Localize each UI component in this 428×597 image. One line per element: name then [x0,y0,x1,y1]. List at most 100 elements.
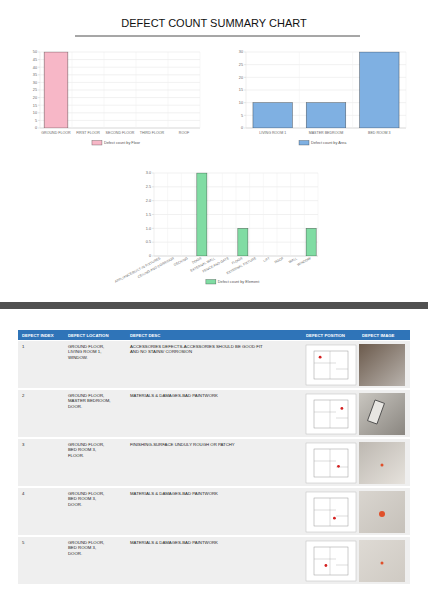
position-pin [319,356,322,359]
tick-mark [152,242,154,243]
floor-plan-wall [314,510,336,511]
text-line: DOOR. [68,404,82,409]
photo-spot [379,511,385,517]
defect-desc: MATERIALS & DAMAGES-BAD PAINTWORK [130,540,218,545]
text-line: MATERIALS & DAMAGES-BAD PAINTWORK [130,540,218,545]
category-divider [168,52,169,128]
defect-index: 5 [22,540,25,545]
y-tick-label: 10 [239,101,243,105]
bar [172,128,196,129]
category-divider [263,173,264,256]
y-tick-label: 50 [33,50,37,54]
tick-mark [38,105,40,106]
tick-mark [152,186,154,187]
text-line: MATERIALS & DAMAGES-BAD PAINTWORK [130,393,218,398]
bar [197,173,207,256]
defect-desc: MATERIALS & DAMAGES-BAD PAINTWORK [130,491,218,496]
position-pin [333,517,336,520]
y-tick-label: 0 [35,126,37,130]
tick-mark [38,112,40,113]
bar [253,103,292,128]
x-tick-label: LIFT [263,256,271,263]
bar [183,256,193,257]
floor-plan [306,345,356,385]
category-divider [406,52,407,128]
y-tick-label: 45 [33,58,37,62]
defect-location: GROUND FLOOR,MASTER BEDROOM,DOOR. [68,393,111,409]
bar [76,128,100,129]
category-divider [249,173,250,256]
text-line: FLOOR. [68,453,84,458]
category-divider [167,173,168,256]
defect-photo [359,491,405,533]
floor-plan-wall [336,418,348,419]
column-header: DEFECT IMAGE [362,333,395,338]
bar [360,52,399,128]
y-tick-label: 0.5 [146,240,151,244]
x-tick-label: THIRD FLOOR [140,131,165,135]
text-line: DOOR. [68,502,82,507]
legend-label: Defect count by Element [218,280,260,284]
table-row: 4GROUND FLOOR,BED ROOM 3,DOOR.MATERIALS … [18,488,410,535]
floor-plan [306,541,356,581]
x-tick-label: GROUND FLOOR [41,131,71,135]
text-line: BED ROOM 3, [68,496,96,501]
tick-mark [38,82,40,83]
tick-mark [244,64,246,65]
text-line: MATERIALS & DAMAGES-BAD PAINTWORK [130,491,218,496]
x-tick-label: WINDOW [297,256,313,267]
floor-plan-wall [314,400,348,428]
legend-label: Defect count by Area [311,141,347,145]
tick-mark [38,90,40,91]
category-divider [136,52,137,128]
defect-index: 1 [22,344,25,349]
x-tick-label: CEILING AND CORRIDOR [137,256,175,279]
y-tick-label: 10 [33,111,37,115]
x-tick-label: MASTER BEDROOM [309,131,344,135]
floor-plan-wall [314,363,336,364]
floor-plan [306,394,356,434]
category-divider [72,52,73,128]
floor-plan-wall [336,516,348,517]
bar [210,256,220,257]
x-tick-label: FIRST FLOOR [76,131,100,135]
floor-plan-wall [336,369,348,370]
y-tick-label: 35 [33,73,37,77]
row-background [18,537,410,584]
position-pin [340,407,343,410]
x-tick-label: BED ROOM 3 [368,131,391,135]
table-header [18,330,410,340]
floor-plan-wall [330,400,331,428]
y-tick-label: 5 [241,114,243,118]
text-line: GROUND FLOOR, [68,491,104,496]
bar [251,256,261,257]
y-tick-label: 0 [149,254,151,258]
text-line: WINDOW. [68,355,88,360]
category-divider [181,173,182,256]
bar [44,52,68,128]
defect-table: DEFECT INDEXDEFECT LOCATIONDEFECT DESCDE… [18,330,410,584]
tick-mark [244,102,246,103]
bars [253,52,399,128]
table-row: 5GROUND FLOOR,BED ROOM 3,DOOR.MATERIALS … [18,537,410,584]
column-header: DEFECT DESC [130,333,160,338]
floor-plan-wall [314,351,348,379]
text-line: GROUND FLOOR, [68,442,104,447]
bars [44,52,68,128]
text-line: FINISHING-SURFACE UNDULY ROUGH OR PATCHY [130,442,235,447]
defect-location: GROUND FLOOR,BED ROOM 3,DOOR. [68,491,104,507]
defect-photo [359,344,405,386]
category-divider [290,173,291,256]
y-tick-label: 3.0 [146,171,151,175]
x-tick-label: ROOF [179,131,190,135]
defect-location: GROUND FLOOR,LIVING ROOM 1,WINDOW. [68,344,104,360]
position-pin [325,564,328,567]
background [0,0,428,597]
tick-mark [244,77,246,78]
tick-mark [152,256,154,257]
bar [224,256,234,257]
legend: Defect count by Element [206,280,260,285]
y-tick-label: 2.5 [146,185,151,189]
legend-swatch [206,280,216,285]
floor-plan-wall [314,412,336,413]
